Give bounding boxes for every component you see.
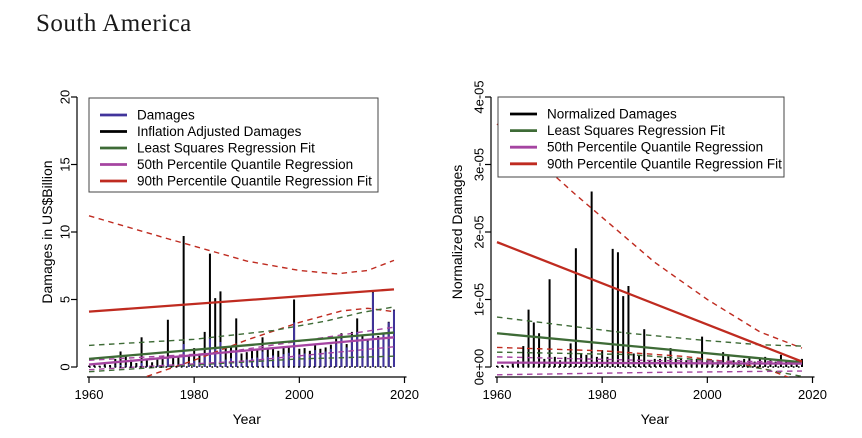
x-tick-label: 2000 xyxy=(285,387,314,402)
x-tick-label: 2000 xyxy=(693,387,722,402)
fit-line-solid xyxy=(88,288,395,313)
y-axis: 0 5 10 15 20 Damages in US$Billion xyxy=(39,90,78,371)
x-tick-label: 1960 xyxy=(75,387,104,402)
x-tick-label: 1960 xyxy=(483,387,512,402)
x-tick-label: 1980 xyxy=(180,387,209,402)
fit-line-solid xyxy=(88,331,395,361)
fit-line-dashed xyxy=(88,215,395,275)
x-tick-label: 1980 xyxy=(588,387,617,402)
legend-label: Normalized Damages xyxy=(547,107,677,122)
fit-line-solid xyxy=(496,332,803,364)
legend-label: 90th Percentile Quantile Regression Fit xyxy=(547,156,782,171)
y-tick-label: 1e-05 xyxy=(472,283,487,316)
fit-line-dashed xyxy=(496,351,803,377)
fit-line-dashed xyxy=(88,355,395,373)
fit-line-solid xyxy=(496,241,803,363)
fit-line-dashed xyxy=(88,306,395,347)
fit-line-dashed xyxy=(496,316,803,347)
y-tick-label: 15 xyxy=(58,157,73,171)
x-tick-label: 2020 xyxy=(390,387,419,402)
legend-label: 90th Percentile Quantile Regression Fit xyxy=(137,174,372,189)
y-axis-title: Normalized Damages xyxy=(449,165,465,300)
legend-label: 50th Percentile Quantile Regression xyxy=(547,140,763,155)
fit-line-dashed xyxy=(496,370,802,376)
legend-label: 50th Percentile Quantile Regression xyxy=(137,157,353,172)
legend-box xyxy=(497,96,785,178)
x-axis: 1960 1980 2000 2020 Year xyxy=(75,376,419,427)
fit-line-dashed xyxy=(496,356,802,363)
y-axis-title: Damages in US$Billion xyxy=(39,160,55,303)
y-tick-label: 5 xyxy=(58,296,73,303)
y-tick-label: 4e-05 xyxy=(472,80,487,113)
y-tick-label: 2e-05 xyxy=(472,215,487,248)
damages-plot: 0 5 10 15 20 Damages in US$Billion 1960 1980 200… xyxy=(39,90,419,427)
x-axis: 1960 1980 2000 2020 Year xyxy=(483,376,827,427)
figure-title: South America xyxy=(36,10,192,37)
fit-lines xyxy=(88,215,395,377)
fit-line-dashed xyxy=(496,346,790,377)
y-axis: 0e+00 1e-05 2e-05 3e-05 4e-05 Normalized Dama… xyxy=(449,80,492,386)
y-tick-label: 3e-05 xyxy=(472,148,487,181)
y-tick-label: 0 xyxy=(58,363,73,370)
legend-label: Inflation Adjusted Damages xyxy=(137,124,302,139)
normalized-damages-plot: 0e+00 1e-05 2e-05 3e-05 4e-05 Normalized Dama… xyxy=(449,80,827,427)
x-axis-title: Year xyxy=(233,411,262,427)
legend-label: Damages xyxy=(137,108,195,123)
x-axis-title: Year xyxy=(641,411,670,427)
x-tick-label: 2020 xyxy=(798,387,827,402)
fit-lines xyxy=(496,123,803,377)
legend-label: Least Squares Regression Fit xyxy=(547,123,725,138)
fit-line-dashed xyxy=(496,123,803,349)
y-tick-label: 20 xyxy=(58,90,73,104)
fit-line-solid xyxy=(88,336,395,366)
legend-box xyxy=(88,97,379,193)
legend-label: Least Squares Regression Fit xyxy=(137,141,315,156)
fit-line-dashed xyxy=(146,307,395,377)
fit-line-dashed xyxy=(88,326,395,361)
y-tick-label: 0e+00 xyxy=(472,349,487,386)
bars xyxy=(496,191,803,367)
y-tick-label: 10 xyxy=(58,225,73,239)
fit-line-solid xyxy=(496,361,802,365)
bars xyxy=(88,236,395,367)
